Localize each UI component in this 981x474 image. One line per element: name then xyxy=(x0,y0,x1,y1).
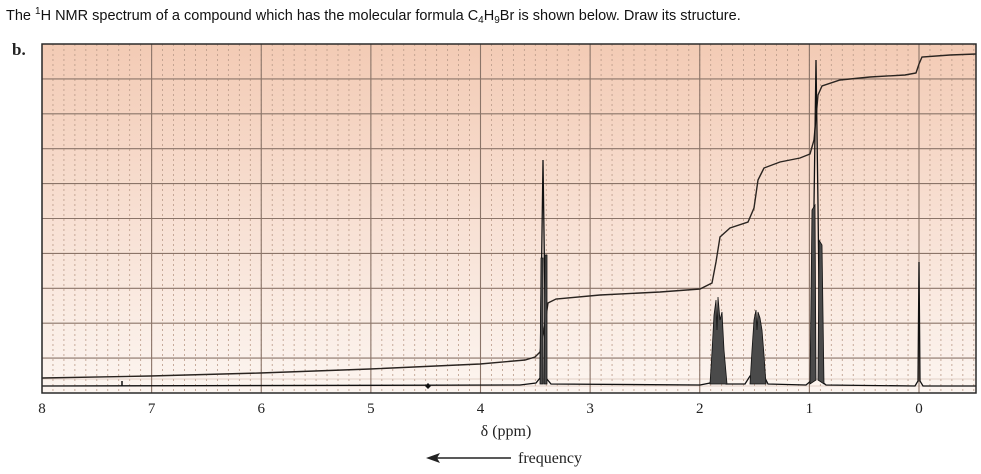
integration-curve xyxy=(41,53,977,379)
artefact-marker xyxy=(425,383,431,389)
frequency-label: frequency xyxy=(518,450,582,467)
frequency-arrow xyxy=(426,453,511,463)
x-tick-8: 8 xyxy=(38,401,46,417)
peaks xyxy=(539,203,825,385)
question-prefix: The xyxy=(6,8,36,24)
superscript-1: 1 xyxy=(35,6,41,17)
plot-frame xyxy=(41,43,977,394)
subscript-9: 9 xyxy=(494,15,500,26)
x-tick-6: 6 xyxy=(258,401,266,417)
question-text-2: H xyxy=(483,8,495,24)
x-tick-1: 1 xyxy=(806,401,814,417)
question-text: The 1H NMR spectrum of a compound which … xyxy=(6,6,741,26)
peak-1-48-multiplet xyxy=(749,309,767,385)
panel-label: b. xyxy=(12,40,26,59)
x-tick-0: 0 xyxy=(915,401,923,417)
x-tick-5: 5 xyxy=(367,401,375,417)
question-text-1: H NMR spectrum of a compound which has t… xyxy=(40,8,479,24)
x-tick-2: 2 xyxy=(696,401,704,417)
x-tick-4: 4 xyxy=(477,401,485,417)
peak-3-42-doublet xyxy=(539,254,548,385)
question-text-3: Br is shown below. Draw its structure. xyxy=(499,8,741,24)
x-axis-label: δ (ppm) xyxy=(481,423,532,440)
x-axis-ticks: 8 7 6 5 4 3 2 1 0 xyxy=(38,401,923,417)
arrow-left-icon xyxy=(426,453,440,463)
subscript-4: 4 xyxy=(478,15,484,26)
peak-0-95-doublet xyxy=(809,203,825,385)
x-tick-3: 3 xyxy=(586,401,594,417)
peak-1-87-multiplet xyxy=(709,296,728,385)
x-tick-7: 7 xyxy=(148,401,156,417)
